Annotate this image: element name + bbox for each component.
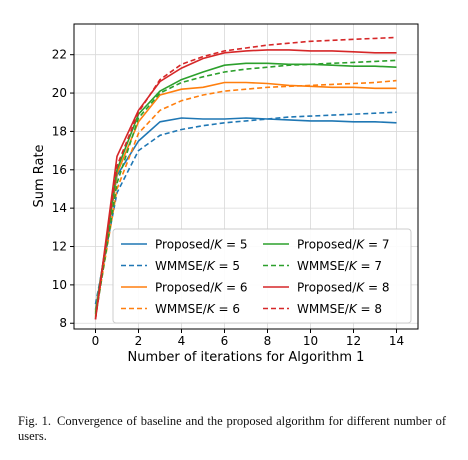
convergence-chart: 0 2 4 6 8 10 12 14 8 10 12 14 16 18 20 22 Number of ite… (32, 23, 419, 365)
series-line (94, 36, 397, 320)
legend-label: Proposed/K = 5 (155, 238, 248, 252)
axis-ticks: 0 2 4 6 8 10 12 14 8 10 12 14 16 18 20 22 (52, 48, 404, 348)
series-line (94, 79, 397, 316)
legend-label: WMMSE/K = 5 (155, 259, 240, 273)
plot-frame (73, 23, 419, 330)
series-line (94, 111, 397, 305)
y-tick-label: 12 (52, 240, 67, 254)
y-tick-label: 20 (52, 86, 67, 100)
series-line (94, 62, 397, 314)
legend: Proposed/K = 5 WMMSE/K = 5 Proposed/K = 6 W… (112, 228, 412, 324)
legend-label: Proposed/K = 8 (297, 281, 390, 295)
y-tick-label: 14 (52, 201, 67, 215)
x-tick-label: 6 (221, 334, 229, 348)
x-tick-label: 4 (178, 334, 186, 348)
y-tick-label: 8 (59, 316, 67, 330)
legend-label: Proposed/K = 6 (155, 281, 248, 295)
x-tick-label: 14 (389, 334, 404, 348)
x-tick-label: 0 (92, 334, 100, 348)
legend-label: WMMSE/K = 6 (155, 302, 240, 316)
x-tick-label: 10 (303, 334, 318, 348)
series-lines (94, 36, 397, 320)
caption-text: Convergence of baseline and the proposed… (18, 414, 446, 443)
x-tick-label: 2 (135, 334, 143, 348)
series-line (94, 81, 397, 312)
y-tick-label: 16 (52, 163, 67, 177)
y-tick-label: 18 (52, 124, 67, 138)
series-line (94, 117, 397, 310)
series-line (94, 59, 397, 318)
y-tick-label: 22 (52, 48, 67, 62)
x-tick-label: 8 (264, 334, 272, 348)
figure-caption: Fig. 1. Convergence of baseline and the p… (18, 414, 446, 444)
y-axis-label: Sum Rate (32, 144, 47, 207)
y-tick-label: 10 (52, 278, 67, 292)
legend-box (112, 228, 412, 324)
caption-label: Fig. 1. (18, 414, 51, 428)
legend-label: WMMSE/K = 8 (297, 302, 382, 316)
x-tick-label: 12 (346, 334, 361, 348)
legend-label: WMMSE/K = 7 (297, 259, 382, 273)
legend-label: Proposed/K = 7 (297, 238, 390, 252)
x-axis-label: Number of iterations for Algorithm 1 (128, 350, 365, 365)
